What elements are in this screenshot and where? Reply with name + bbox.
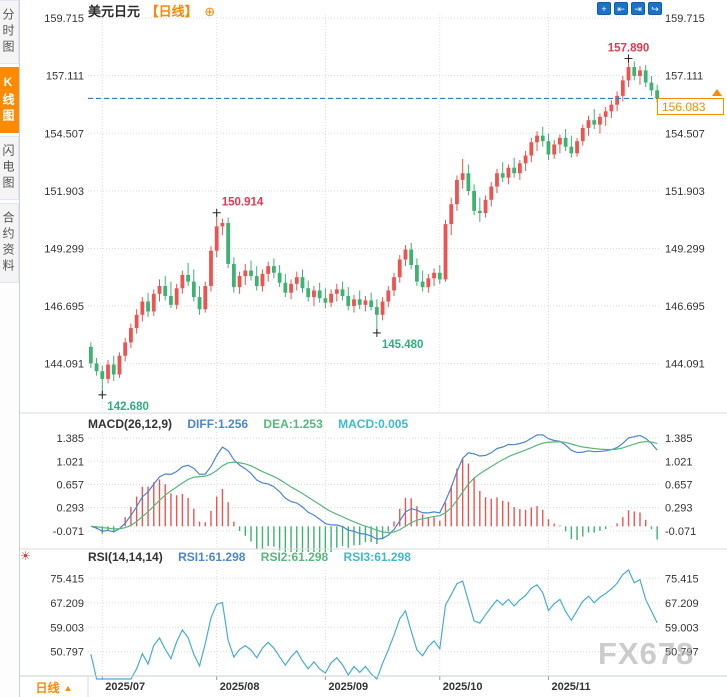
svg-text:0.657: 0.657 bbox=[56, 479, 84, 491]
sidebar-item-timeshare[interactable]: 分时图 bbox=[0, 0, 19, 64]
svg-text:154.507: 154.507 bbox=[44, 128, 84, 140]
svg-text:159.715: 159.715 bbox=[665, 13, 705, 25]
chart-type-sidebar: 分时图 K线图 闪电图 合约资料 bbox=[0, 0, 20, 697]
macd-diff-value: DIFF:1.256 bbox=[187, 417, 249, 431]
svg-text:1.385: 1.385 bbox=[56, 433, 84, 445]
svg-text:2025/07: 2025/07 bbox=[105, 681, 145, 693]
chart-title: 美元日元 【日线】 ⊕ bbox=[88, 1, 215, 20]
svg-text:2025/10: 2025/10 bbox=[443, 681, 483, 693]
svg-text:149.299: 149.299 bbox=[44, 243, 84, 255]
symbol-name: 美元日元 bbox=[88, 4, 141, 19]
svg-text:0.657: 0.657 bbox=[665, 479, 693, 491]
rsi1-value: RSI1:61.298 bbox=[178, 550, 246, 564]
svg-text:0.293: 0.293 bbox=[56, 503, 84, 515]
svg-text:145.480: 145.480 bbox=[382, 339, 424, 351]
rsi3-value: RSI3:61.298 bbox=[343, 550, 411, 564]
svg-text:75.415: 75.415 bbox=[665, 573, 699, 585]
svg-text:59.003: 59.003 bbox=[50, 622, 84, 634]
current-price-tag: 156.083 bbox=[657, 98, 724, 115]
svg-text:1.021: 1.021 bbox=[665, 456, 693, 468]
rsi-title: RSI(14,14,14) bbox=[88, 550, 163, 564]
svg-text:154.507: 154.507 bbox=[665, 128, 705, 140]
svg-text:50.797: 50.797 bbox=[50, 647, 84, 659]
svg-text:75.415: 75.415 bbox=[50, 573, 84, 585]
sidebar-item-contract-info[interactable]: 合约资料 bbox=[0, 203, 19, 283]
svg-text:159.715: 159.715 bbox=[44, 13, 84, 25]
svg-text:67.209: 67.209 bbox=[50, 598, 84, 610]
svg-text:146.695: 146.695 bbox=[665, 301, 705, 313]
svg-text:151.903: 151.903 bbox=[44, 186, 84, 198]
exit-fullscreen-icon[interactable]: ↪ bbox=[648, 2, 662, 15]
macd-title: MACD(26,12,9) bbox=[88, 417, 173, 431]
macd-label-row: MACD(26,12,9) DIFF:1.256 DEA:1.253 MACD:… bbox=[88, 417, 420, 431]
crosshair-icon[interactable]: + bbox=[597, 2, 611, 15]
svg-text:1.385: 1.385 bbox=[665, 433, 693, 445]
svg-text:150.914: 150.914 bbox=[222, 197, 264, 209]
svg-text:2025/11: 2025/11 bbox=[551, 681, 590, 693]
period-tag: 【日线】 bbox=[145, 4, 198, 19]
price-up-arrow-icon bbox=[712, 89, 722, 96]
sidebar-item-lightning[interactable]: 闪电图 bbox=[0, 136, 19, 200]
svg-text:151.903: 151.903 bbox=[665, 186, 705, 198]
period-selector-button[interactable]: 日线 ▲ bbox=[21, 678, 87, 697]
svg-text:144.091: 144.091 bbox=[44, 359, 84, 371]
svg-text:50.797: 50.797 bbox=[665, 647, 699, 659]
svg-text:-0.071: -0.071 bbox=[665, 526, 696, 538]
watermark: FX678 bbox=[598, 636, 695, 671]
svg-text:2025/09: 2025/09 bbox=[328, 681, 368, 693]
svg-text:157.111: 157.111 bbox=[46, 71, 84, 83]
svg-text:146.695: 146.695 bbox=[44, 301, 84, 313]
svg-text:157.890: 157.890 bbox=[608, 42, 650, 54]
add-indicator-icon[interactable]: ⊕ bbox=[204, 4, 216, 19]
sidebar-item-kline[interactable]: K线图 bbox=[0, 67, 19, 133]
svg-text:1.021: 1.021 bbox=[56, 456, 84, 468]
svg-text:-0.071: -0.071 bbox=[53, 526, 84, 538]
svg-text:144.091: 144.091 bbox=[665, 359, 705, 371]
zoom-in-icon[interactable]: ⇥ bbox=[631, 2, 645, 15]
svg-text:157.111: 157.111 bbox=[665, 71, 703, 83]
macd-macd-value: MACD:0.005 bbox=[338, 417, 409, 431]
svg-text:0.293: 0.293 bbox=[665, 503, 693, 515]
svg-text:67.209: 67.209 bbox=[665, 598, 699, 610]
period-selector-label: 日线 bbox=[35, 681, 60, 695]
alert-icon[interactable]: ☀ bbox=[20, 549, 31, 563]
svg-text:142.680: 142.680 bbox=[107, 401, 149, 413]
svg-text:2025/08: 2025/08 bbox=[220, 681, 260, 693]
svg-text:59.003: 59.003 bbox=[665, 622, 699, 634]
macd-dea-value: DEA:1.253 bbox=[263, 417, 323, 431]
rsi-label-row: RSI(14,14,14) RSI1:61.298 RSI2:61.298 RS… bbox=[88, 550, 423, 564]
svg-text:149.299: 149.299 bbox=[665, 243, 705, 255]
chevron-up-icon: ▲ bbox=[63, 682, 73, 693]
zoom-out-icon[interactable]: ⇤ bbox=[614, 2, 628, 15]
chart-toolbar: + ⇤ ⇥ ↪ bbox=[597, 2, 662, 15]
rsi2-value: RSI2:61.298 bbox=[260, 550, 329, 564]
